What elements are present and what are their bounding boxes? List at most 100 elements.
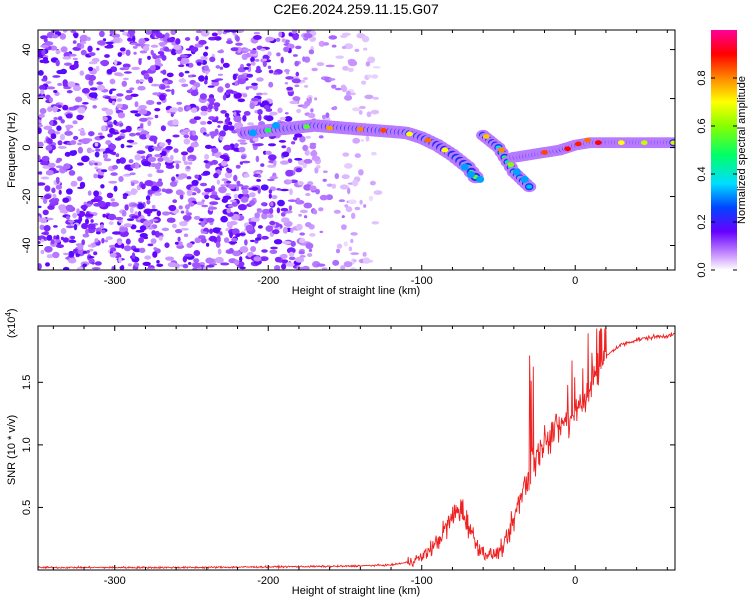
noise-speck (52, 251, 60, 259)
noise-speck (186, 242, 193, 248)
spectrogram-marks (38, 30, 675, 270)
noise-speck (175, 163, 180, 170)
noise-speck (209, 201, 219, 206)
noise-speck (175, 189, 184, 196)
noise-speck (141, 155, 146, 160)
noise-speck (299, 209, 308, 214)
noise-speck (150, 218, 159, 222)
spectrogram-y-axis-label: Frequency (Hz) (6, 112, 18, 188)
noise-speck (95, 227, 103, 233)
noise-speck (220, 184, 227, 187)
noise-speck (116, 93, 124, 97)
noise-speck (235, 164, 241, 169)
noise-speck (295, 223, 303, 231)
noise-speck (262, 58, 268, 62)
noise-speck (95, 65, 100, 72)
noise-speck (82, 102, 89, 105)
noise-speck (318, 40, 325, 47)
noise-speck (251, 97, 259, 102)
noise-speck (276, 188, 282, 191)
chart-title: C2E6.2024.259.11.15.G07 (273, 1, 439, 17)
y-tick-label: 0 (21, 144, 33, 150)
noise-speck (134, 262, 140, 267)
noise-speck (122, 174, 131, 177)
noise-speck (262, 61, 267, 67)
noise-speck (220, 262, 230, 266)
noise-speck (109, 201, 120, 207)
noise-speck (108, 180, 118, 184)
noise-speck (148, 135, 158, 142)
noise-speck (201, 192, 206, 196)
noise-speck (290, 227, 294, 233)
noise-speck (215, 65, 221, 69)
noise-speck (263, 104, 270, 110)
noise-speck (228, 241, 238, 244)
noise-speck (362, 257, 371, 264)
noise-speck (279, 188, 289, 192)
noise-speck (62, 30, 68, 33)
noise-speck (316, 165, 321, 169)
noise-speck (187, 161, 193, 165)
noise-speck (129, 172, 136, 176)
noise-speck (250, 56, 255, 63)
noise-speck (176, 101, 183, 105)
noise-speck (155, 32, 163, 39)
noise-speck (292, 33, 299, 41)
noise-speck (60, 46, 68, 53)
noise-speck (199, 218, 204, 222)
noise-speck (45, 145, 53, 151)
noise-speck (267, 51, 272, 57)
noise-speck (44, 246, 53, 253)
noise-speck (154, 108, 161, 112)
noise-speck (182, 214, 192, 221)
noise-speck (220, 57, 224, 64)
noise-speck (278, 31, 283, 38)
noise-speck (99, 148, 106, 152)
noise-speck (258, 114, 262, 121)
noise-speck (193, 187, 200, 192)
noise-speck (232, 73, 237, 81)
noise-speck (311, 155, 321, 162)
noise-speck (348, 246, 353, 252)
noise-speck (102, 213, 107, 218)
noise-speck (39, 108, 47, 114)
noise-speck (219, 49, 224, 52)
noise-speck (118, 219, 123, 223)
noise-speck (175, 229, 183, 234)
noise-speck (255, 155, 260, 163)
noise-speck (79, 181, 86, 189)
noise-speck (233, 111, 237, 117)
noise-speck (193, 258, 200, 263)
noise-speck (335, 55, 345, 59)
noise-speck (192, 262, 201, 269)
noise-speck (41, 155, 50, 162)
noise-speck (277, 199, 285, 207)
noise-speck (245, 86, 250, 90)
noise-speck (321, 114, 326, 120)
noise-speck (118, 257, 122, 264)
noise-speck (47, 205, 55, 210)
noise-speck (40, 238, 45, 243)
noise-speck (170, 30, 177, 36)
noise-speck (88, 74, 96, 81)
noise-speck (284, 116, 293, 122)
noise-speck (130, 110, 139, 114)
noise-speck (105, 108, 114, 116)
noise-speck (57, 116, 63, 121)
noise-speck (132, 35, 136, 42)
noise-speck (232, 250, 242, 257)
noise-speck (73, 32, 79, 39)
noise-speck (239, 266, 246, 270)
noise-speck (346, 90, 352, 97)
noise-speck (147, 226, 154, 230)
noise-speck (201, 231, 208, 234)
noise-speck (344, 43, 354, 50)
noise-speck (186, 212, 192, 216)
noise-speck (361, 80, 367, 85)
noise-speck (125, 238, 131, 245)
noise-speck (53, 116, 59, 121)
noise-speck (309, 144, 317, 150)
noise-speck (154, 114, 159, 119)
noise-speck (310, 108, 314, 113)
noise-speck (156, 169, 165, 174)
